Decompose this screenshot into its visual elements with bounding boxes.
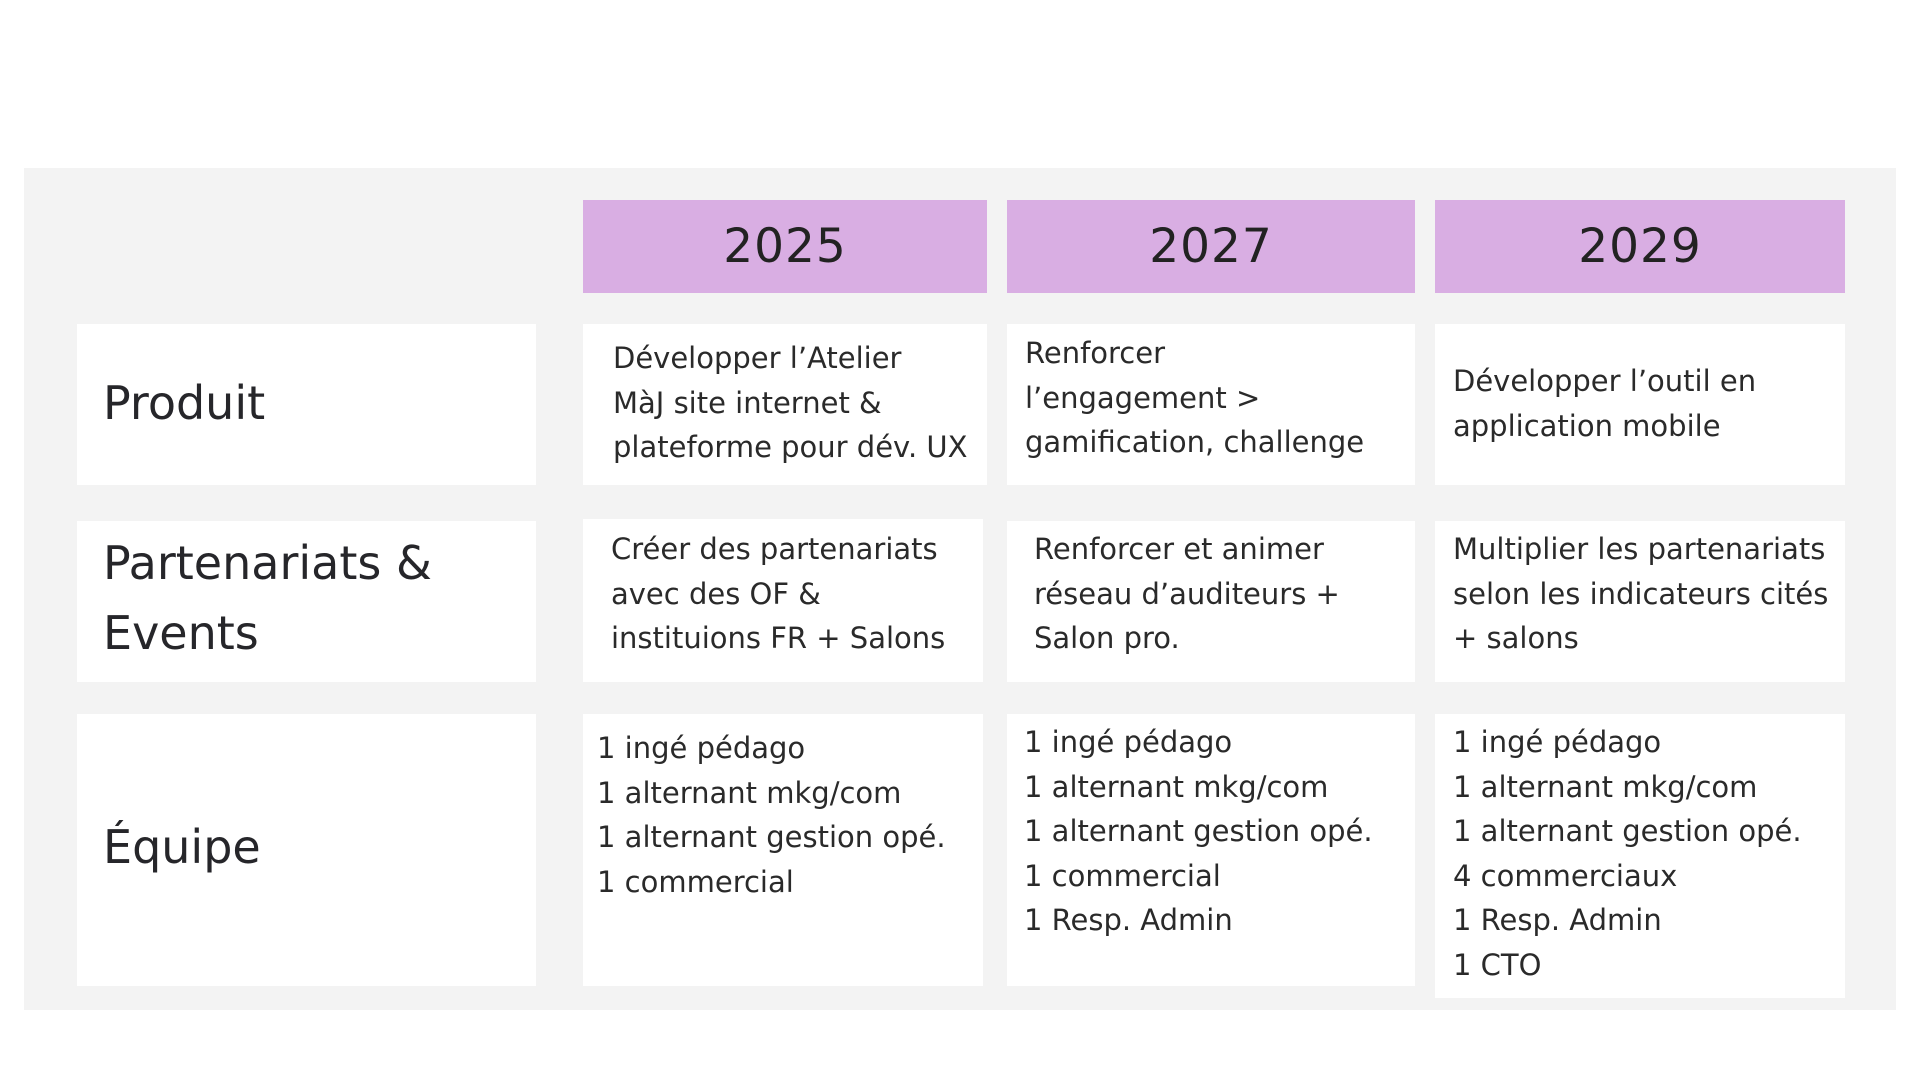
row-label-produit: Produit bbox=[77, 324, 536, 485]
cell-text: Développer l’Atelier MàJ site internet &… bbox=[613, 341, 968, 465]
cell-text: 1 ingé pédago 1 alternant mkg/com 1 alte… bbox=[1453, 725, 1802, 982]
cell-produit-2029: Développer l’outil en application mobile bbox=[1435, 324, 1845, 485]
cell-produit-2027: Renforcer l’engagement > gamification, c… bbox=[1007, 324, 1415, 485]
cell-partenariats-2025: Créer des partenariats avec des OF & ins… bbox=[583, 519, 983, 682]
year-label: 2027 bbox=[1149, 219, 1273, 274]
year-header-2027: 2027 bbox=[1007, 200, 1415, 293]
row-label-text: Partenariats & Events bbox=[103, 536, 432, 660]
row-label-text: Équipe bbox=[103, 820, 261, 874]
cell-text: 1 ingé pédago 1 alternant mkg/com 1 alte… bbox=[1024, 725, 1373, 938]
cell-equipe-2027: 1 ingé pédago 1 alternant mkg/com 1 alte… bbox=[1007, 714, 1415, 986]
year-header-2029: 2029 bbox=[1435, 200, 1845, 293]
cell-text: Renforcer l’engagement > gamification, c… bbox=[1025, 336, 1365, 460]
cell-text: Créer des partenariats avec des OF & ins… bbox=[611, 532, 946, 656]
cell-equipe-2029: 1 ingé pédago 1 alternant mkg/com 1 alte… bbox=[1435, 714, 1845, 998]
row-label-text: Produit bbox=[103, 376, 266, 430]
cell-partenariats-2027: Renforcer et animer réseau d’auditeurs +… bbox=[1007, 521, 1415, 682]
cell-text: Multiplier les partenariats selon les in… bbox=[1453, 532, 1829, 656]
row-label-partenariats-events: Partenariats & Events bbox=[77, 521, 536, 682]
cell-text: 1 ingé pédago 1 alternant mkg/com 1 alte… bbox=[597, 731, 946, 899]
year-label: 2025 bbox=[723, 219, 847, 274]
cell-text: Développer l’outil en application mobile bbox=[1453, 364, 1757, 443]
year-label: 2029 bbox=[1578, 219, 1702, 274]
cell-equipe-2025: 1 ingé pédago 1 alternant mkg/com 1 alte… bbox=[583, 714, 983, 986]
roadmap-panel: 2025 2027 2029 Produit Développer l’Atel… bbox=[24, 168, 1896, 1010]
row-label-equipe: Équipe bbox=[77, 714, 536, 986]
cell-text: Renforcer et animer réseau d’auditeurs +… bbox=[1034, 532, 1340, 656]
cell-produit-2025: Développer l’Atelier MàJ site internet &… bbox=[583, 324, 987, 485]
cell-partenariats-2029: Multiplier les partenariats selon les in… bbox=[1435, 521, 1845, 682]
year-header-2025: 2025 bbox=[583, 200, 987, 293]
